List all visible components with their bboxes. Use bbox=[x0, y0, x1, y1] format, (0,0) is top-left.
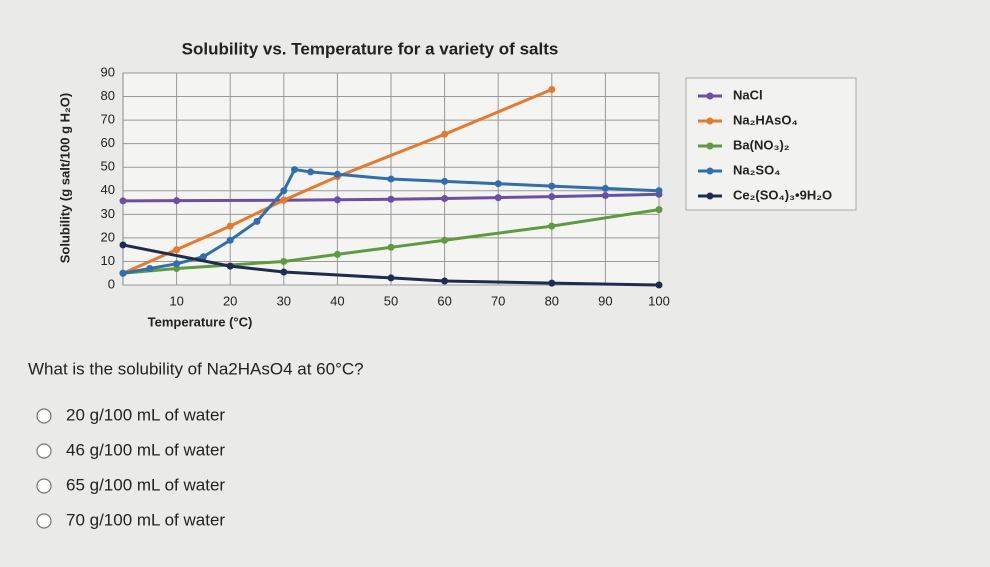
data-point bbox=[387, 175, 395, 183]
radio-button[interactable] bbox=[36, 443, 52, 459]
option-label[interactable]: 46 g/100 mL of water bbox=[66, 440, 225, 459]
data-point bbox=[333, 170, 341, 178]
y-axis-label: Solubility (g salt/100 g H₂O) bbox=[57, 93, 72, 263]
x-axis-label: Temperature (°C) bbox=[148, 314, 253, 329]
data-point bbox=[291, 166, 299, 174]
data-point bbox=[280, 257, 288, 265]
x-tick-label: 20 bbox=[223, 293, 237, 308]
legend-label: Na₂HAsO₄ bbox=[733, 112, 798, 127]
y-tick-label: 40 bbox=[101, 182, 115, 197]
data-point bbox=[333, 196, 341, 204]
radio-button[interactable] bbox=[36, 513, 52, 529]
series-line bbox=[122, 192, 660, 203]
data-point bbox=[173, 197, 181, 205]
option-label[interactable]: 65 g/100 mL of water bbox=[66, 475, 225, 494]
data-point bbox=[548, 222, 556, 230]
x-tick-label: 40 bbox=[330, 293, 344, 308]
data-point bbox=[146, 265, 154, 273]
chart-title: Solubility vs. Temperature for a variety… bbox=[182, 39, 559, 58]
x-tick-label: 60 bbox=[437, 293, 451, 308]
y-tick-label: 0 bbox=[108, 276, 115, 291]
y-tick-label: 80 bbox=[101, 88, 115, 103]
x-tick-label: 90 bbox=[598, 293, 612, 308]
legend-marker bbox=[706, 167, 714, 175]
data-point bbox=[655, 281, 663, 289]
data-point bbox=[494, 194, 502, 202]
x-tick-label: 100 bbox=[648, 293, 670, 308]
data-point bbox=[253, 217, 261, 225]
legend-marker bbox=[706, 92, 714, 100]
data-point bbox=[226, 222, 234, 230]
legend-box bbox=[685, 77, 857, 211]
y-tick-label: 10 bbox=[101, 253, 115, 268]
x-tick-label: 80 bbox=[545, 293, 559, 308]
legend-label: NaCl bbox=[733, 87, 763, 102]
data-point bbox=[601, 184, 609, 192]
data-point bbox=[119, 269, 127, 277]
data-point bbox=[655, 206, 663, 214]
data-point bbox=[441, 236, 449, 244]
data-point bbox=[548, 182, 556, 190]
data-point bbox=[494, 180, 502, 188]
x-tick-label: 70 bbox=[491, 293, 505, 308]
data-point bbox=[441, 195, 449, 203]
data-point bbox=[548, 85, 556, 93]
data-point bbox=[441, 130, 449, 138]
legend-marker bbox=[706, 117, 714, 125]
y-tick-label: 30 bbox=[101, 206, 115, 221]
data-point bbox=[548, 193, 556, 201]
radio-button[interactable] bbox=[36, 408, 52, 424]
data-point bbox=[119, 197, 127, 205]
legend-label: Ce₂(SO₄)₃•9H₂O bbox=[733, 187, 832, 202]
data-point bbox=[280, 187, 288, 195]
legend-marker bbox=[706, 142, 714, 150]
data-point bbox=[387, 243, 395, 251]
series-line bbox=[122, 167, 660, 275]
data-point bbox=[601, 191, 609, 199]
y-tick-label: 50 bbox=[101, 159, 115, 174]
y-tick-label: 70 bbox=[101, 112, 115, 127]
data-point bbox=[441, 277, 449, 285]
series-line bbox=[122, 208, 660, 275]
y-tick-label: 60 bbox=[101, 135, 115, 150]
legend-label: Ba(NO₃)₂ bbox=[733, 137, 790, 152]
x-tick-label: 10 bbox=[169, 293, 183, 308]
data-point bbox=[387, 195, 395, 203]
y-tick-label: 90 bbox=[101, 64, 115, 79]
data-point bbox=[387, 274, 395, 282]
data-point bbox=[655, 187, 663, 195]
option-label[interactable]: 20 g/100 mL of water bbox=[66, 405, 225, 424]
data-point bbox=[441, 177, 449, 185]
data-point bbox=[173, 246, 181, 254]
data-point bbox=[280, 196, 288, 204]
data-point bbox=[226, 236, 234, 244]
data-point bbox=[307, 168, 315, 176]
y-tick-label: 20 bbox=[101, 229, 115, 244]
question: What is the solubility of Na2HAsO4 at 60… bbox=[28, 359, 364, 378]
data-point bbox=[333, 250, 341, 258]
data-point bbox=[226, 262, 234, 270]
x-tick-label: 30 bbox=[277, 293, 291, 308]
option-label[interactable]: 70 g/100 mL of water bbox=[66, 510, 225, 529]
data-point bbox=[199, 253, 207, 261]
data-point bbox=[173, 260, 181, 268]
x-tick-label: 50 bbox=[384, 293, 398, 308]
data-point bbox=[280, 268, 288, 276]
legend-marker bbox=[706, 192, 714, 200]
data-point bbox=[119, 241, 127, 249]
radio-button[interactable] bbox=[36, 478, 52, 494]
legend-label: Na₂SO₄ bbox=[733, 162, 780, 177]
data-point bbox=[548, 279, 556, 287]
